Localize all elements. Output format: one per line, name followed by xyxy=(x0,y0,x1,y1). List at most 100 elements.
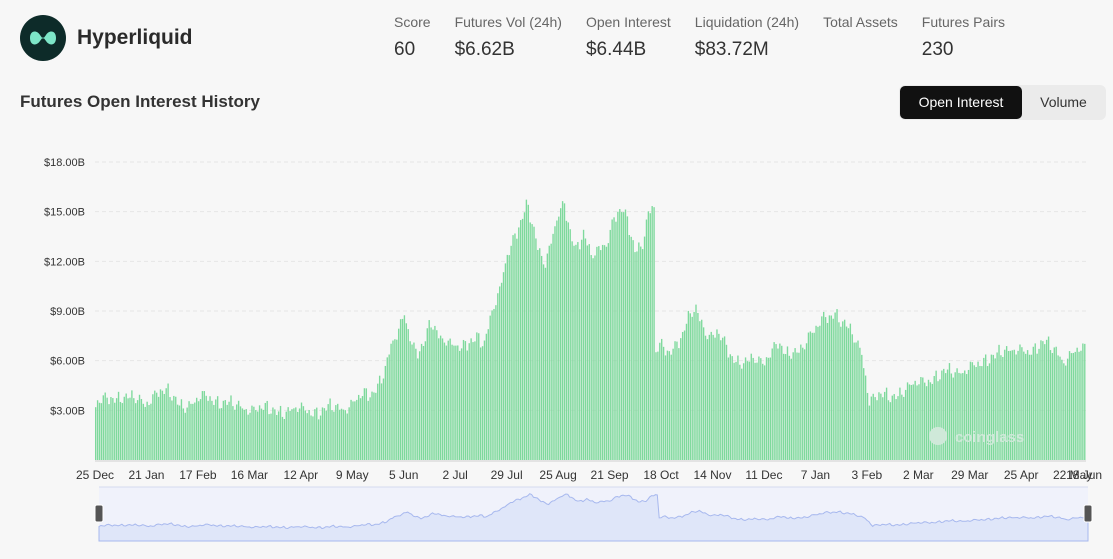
chart-bar xyxy=(824,317,827,460)
chart-bar xyxy=(539,248,541,460)
chart-bar xyxy=(1061,359,1063,460)
x-tick-label: 21 Jan xyxy=(128,468,164,482)
chart-bar xyxy=(849,323,852,460)
chart-bar xyxy=(542,264,545,460)
chart-bar xyxy=(161,390,164,460)
stat-futures-pairs: Futures Pairs 230 xyxy=(922,13,1005,61)
chart-bar xyxy=(918,384,920,460)
chart-bar xyxy=(634,252,636,460)
chart-bar xyxy=(333,411,335,460)
chart-bar xyxy=(199,399,202,460)
x-tick-label: 29 Mar xyxy=(951,468,988,482)
chart-bar xyxy=(495,305,497,460)
x-tick-label: 5 Jun xyxy=(389,468,418,482)
chart-bar xyxy=(464,341,467,460)
chart-bar xyxy=(952,377,954,460)
chart-bar xyxy=(131,390,133,460)
chart-bar xyxy=(611,219,613,460)
chart-bar xyxy=(1013,349,1015,460)
chart-bar xyxy=(1017,350,1019,460)
y-tick-label: $3.00B xyxy=(50,405,85,417)
chart-bar xyxy=(735,361,737,460)
chart-bar xyxy=(901,394,903,460)
x-tick-label: 9 May xyxy=(336,468,369,482)
chart-bar xyxy=(864,375,867,460)
chart-bar xyxy=(243,409,246,460)
open-interest-toggle-button[interactable]: Open Interest xyxy=(900,86,1022,119)
chart-bar xyxy=(357,394,360,460)
stat-futures-vol: Futures Vol (24h) $6.62B xyxy=(455,13,562,61)
chart-bar xyxy=(895,399,897,460)
navigator-right-handle[interactable] xyxy=(1083,504,1093,523)
chart-bar xyxy=(516,238,518,460)
chart-bar xyxy=(439,335,442,460)
chart-bar xyxy=(173,395,175,460)
chart-bar xyxy=(773,342,775,460)
chart-bar xyxy=(100,403,103,460)
chart-bar xyxy=(668,351,671,460)
x-tick-label: 18 Jun xyxy=(1066,468,1102,482)
chart-bar xyxy=(845,326,848,460)
chart-bar xyxy=(729,354,731,460)
chart-bar xyxy=(960,373,962,460)
chart-bar xyxy=(533,226,535,460)
chart-bar xyxy=(744,357,747,460)
chart-bar xyxy=(159,389,162,460)
chart-bar xyxy=(1057,355,1059,460)
chart-bar xyxy=(537,249,539,460)
chart-bar xyxy=(169,397,171,460)
chart-bar xyxy=(830,315,832,460)
chart-bar xyxy=(277,411,280,460)
chart-bar xyxy=(834,312,836,460)
chart-bar xyxy=(365,388,367,460)
chart-bar xyxy=(624,209,627,460)
chart-bar xyxy=(449,338,451,460)
chart-bar xyxy=(293,408,295,460)
navigator-left-handle[interactable] xyxy=(94,504,104,523)
chart-bar xyxy=(575,244,577,460)
chart-bar xyxy=(192,403,194,460)
chart-bar xyxy=(1025,353,1027,460)
chart-bar xyxy=(948,363,951,460)
chart-bar xyxy=(508,255,510,460)
chart-bar xyxy=(590,255,592,460)
chart-bar xyxy=(803,349,806,460)
chart-bar xyxy=(338,409,341,460)
chart-bar xyxy=(813,332,815,460)
chart-bar xyxy=(155,392,158,460)
chart-bar xyxy=(950,373,953,460)
chart-bar xyxy=(468,343,470,460)
chart-bar xyxy=(626,216,629,460)
chart-bar xyxy=(500,282,503,460)
chart-bar xyxy=(763,365,766,460)
chart-bar xyxy=(600,250,602,460)
chart-bar xyxy=(777,348,779,460)
chart-bar xyxy=(861,354,863,460)
chart-bar xyxy=(245,409,247,460)
chart-bar xyxy=(95,407,97,460)
chart-bar xyxy=(138,394,141,460)
chart-bar xyxy=(933,376,935,460)
volume-toggle-button[interactable]: Volume xyxy=(1040,94,1087,110)
chart-bar xyxy=(756,362,758,460)
chart-bar xyxy=(115,398,118,460)
chart-bar xyxy=(586,245,589,460)
chart-bar xyxy=(632,240,634,460)
chart-bar xyxy=(664,355,667,460)
chart-bar xyxy=(127,398,129,460)
navigator-series xyxy=(98,493,1089,542)
chart-bar xyxy=(323,408,326,460)
chart-bar xyxy=(1055,346,1057,460)
stat-value: $6.62B xyxy=(454,39,515,60)
chart-bar xyxy=(148,405,150,460)
chart-bar xyxy=(983,357,985,460)
chart-bar xyxy=(371,391,373,460)
chart-bar xyxy=(396,339,398,460)
chart-bar xyxy=(817,326,819,460)
chart-bar xyxy=(348,407,350,460)
chart-bar xyxy=(573,245,575,460)
chart-bar xyxy=(171,400,173,460)
chart-bar xyxy=(335,405,337,460)
chart-bar xyxy=(317,419,320,460)
chart-bar xyxy=(428,320,430,460)
